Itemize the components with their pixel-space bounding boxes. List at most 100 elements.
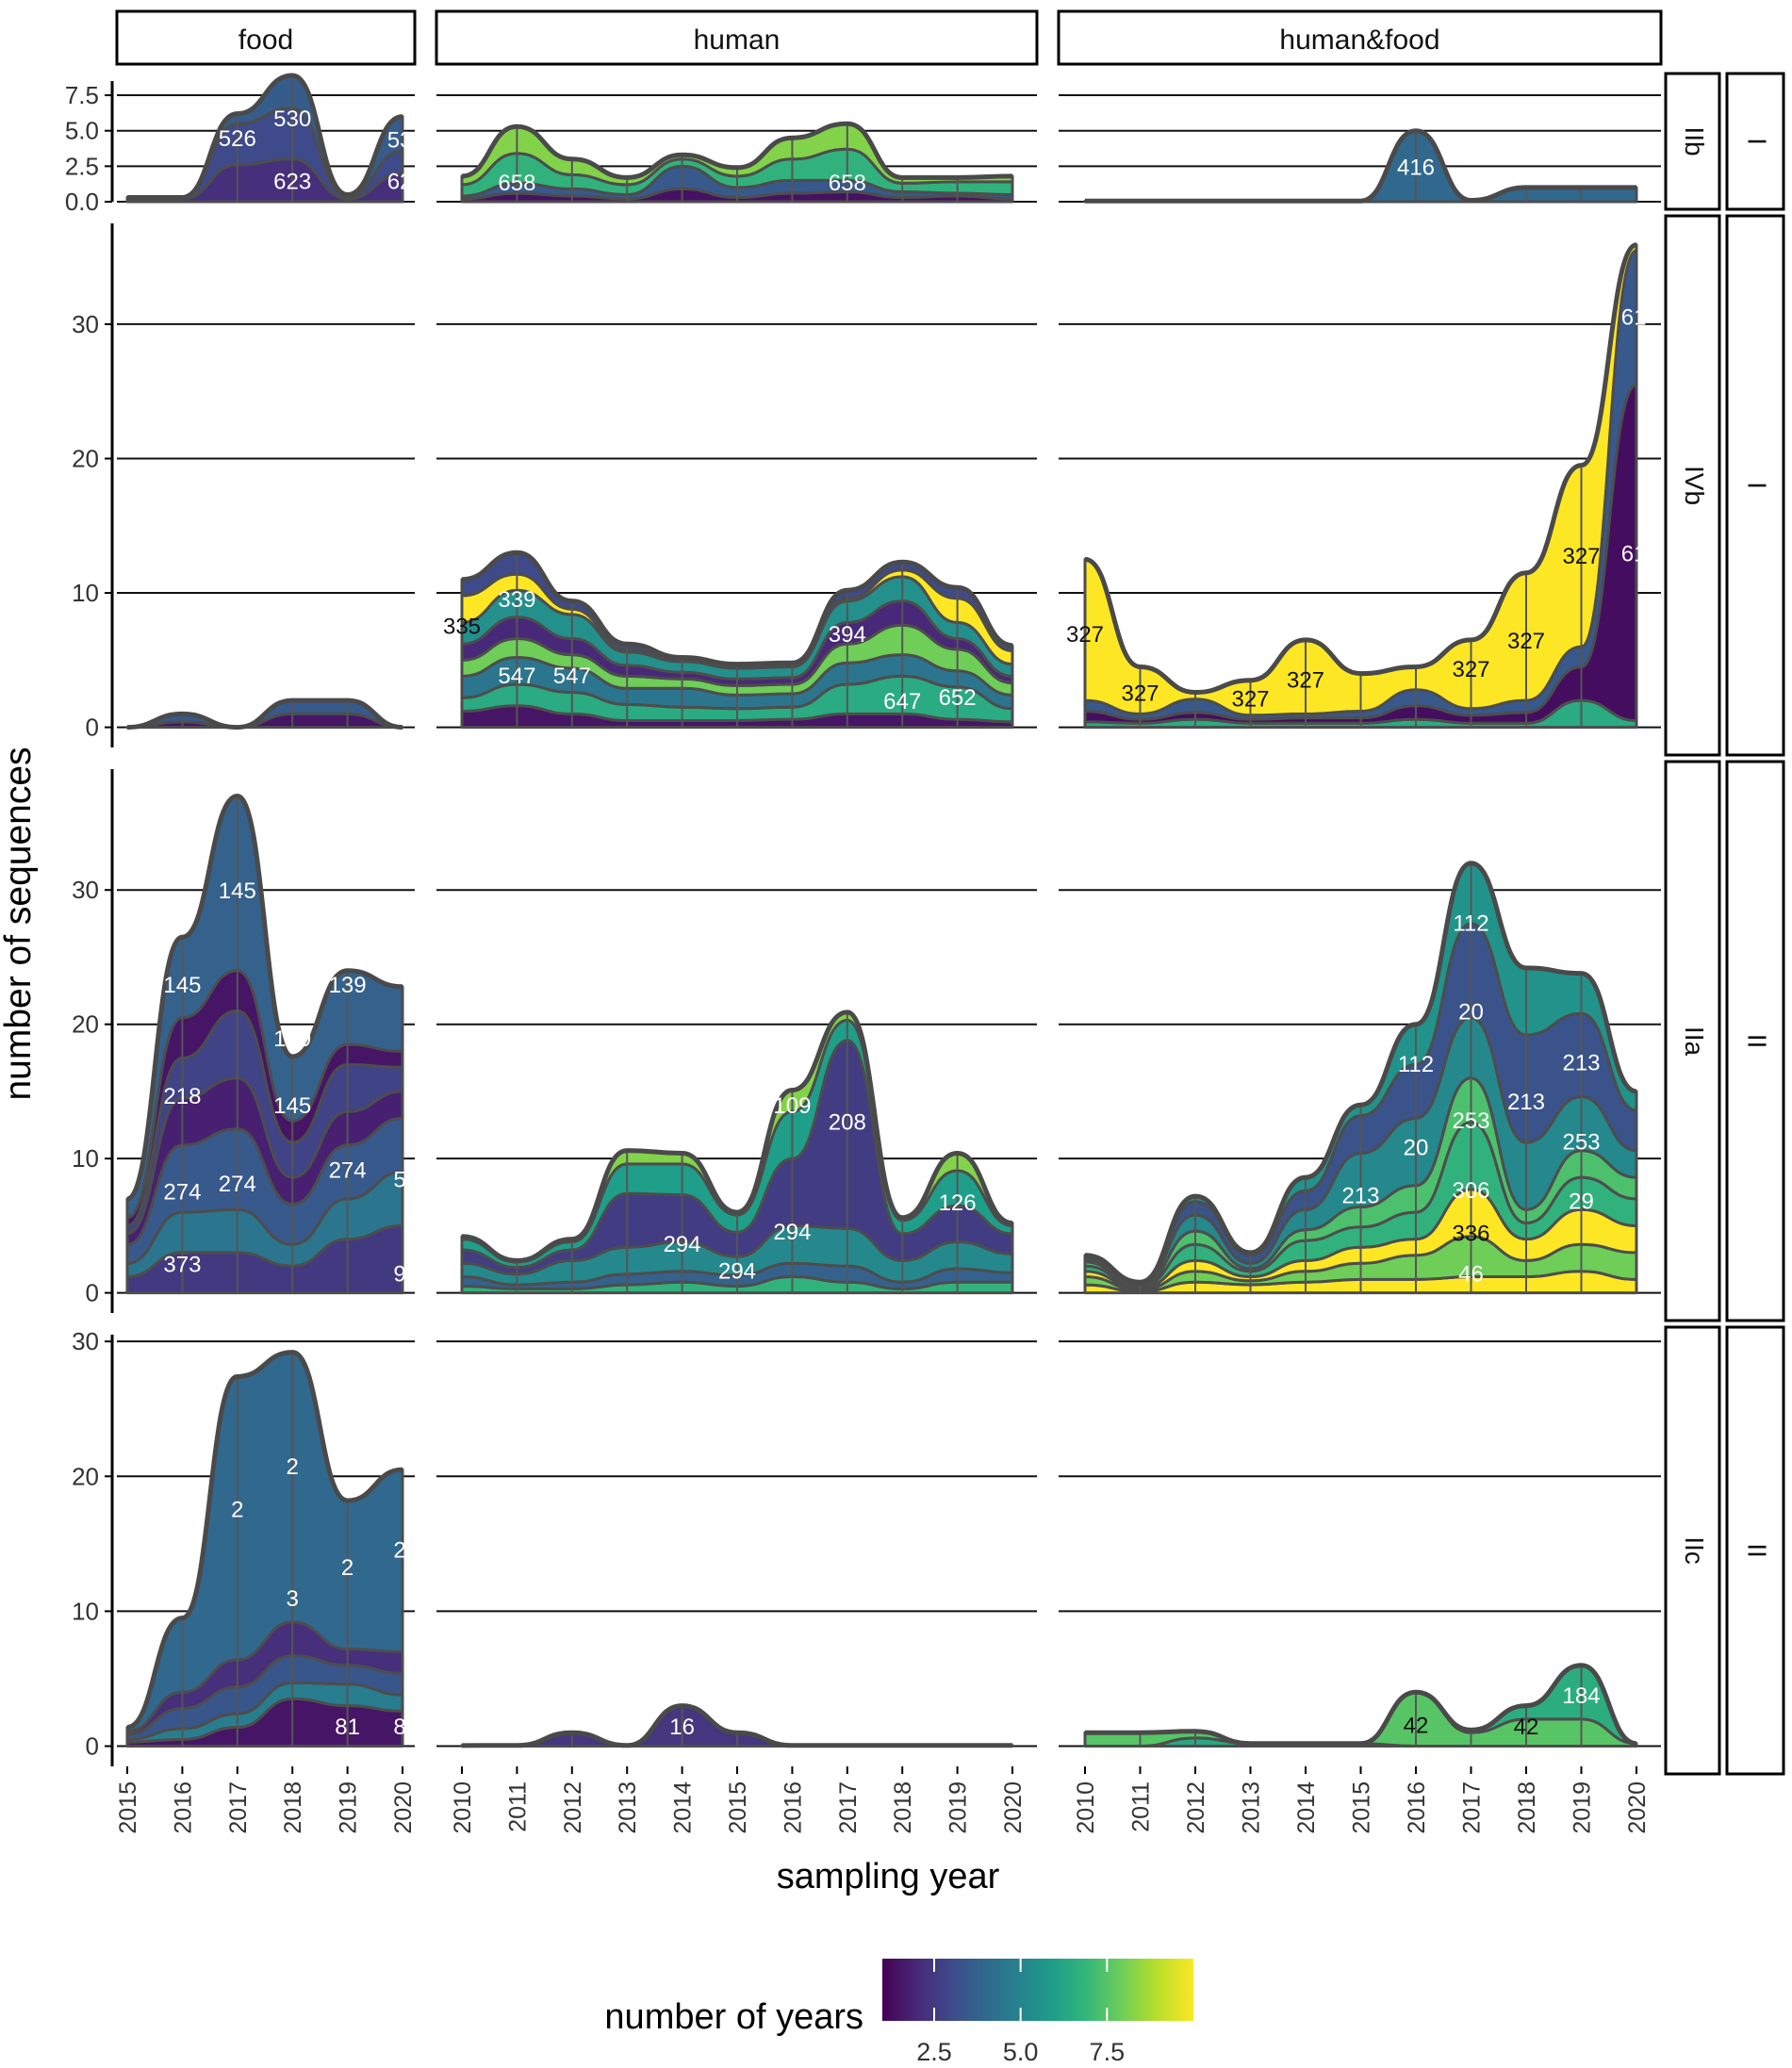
data-label: 139	[273, 1026, 311, 1052]
stream-outline	[125, 793, 403, 1202]
panel-IVb-human: 335 339 547 547 394 647 652	[436, 322, 1037, 730]
x-tick-label: 2010	[1073, 1781, 1099, 1834]
stream-outline	[461, 121, 1013, 180]
data-label: 253	[1562, 1130, 1600, 1156]
panel-IVb-human&food: 327 327 327 327 327 327 327 61 61	[1059, 242, 1661, 730]
year-lines	[1139, 1665, 1583, 1747]
data-label: 208	[829, 1109, 866, 1135]
x-tick-label: 2017	[835, 1781, 862, 1834]
panel-IIb-food: 526 530 623 53 62	[117, 73, 415, 204]
stream-series-4	[1083, 243, 1638, 717]
data-label: 8	[393, 1715, 405, 1740]
x-tick-label: 2011	[1128, 1781, 1155, 1832]
year-lines	[1139, 465, 1583, 728]
y-tick-label: 7.5	[65, 81, 99, 109]
lineage-strip-label: I	[1743, 482, 1772, 489]
year-lines	[516, 552, 959, 728]
y-tick-label: 20	[72, 1010, 99, 1039]
y-tick-label: 10	[72, 1144, 99, 1173]
data-label: 658	[498, 171, 535, 196]
stream-outline	[461, 550, 1013, 667]
year-lines	[516, 1011, 959, 1293]
y-tick-label: 10	[72, 1597, 99, 1625]
panel-IIb-human: 658 658	[436, 94, 1037, 204]
data-label: 336	[1452, 1222, 1489, 1247]
panel-IIa-human: 109 208 126 294 294 294	[436, 889, 1037, 1295]
data-label: 2	[231, 1498, 243, 1523]
data-label: 327	[1507, 629, 1545, 654]
x-tick-label: 2017	[1459, 1781, 1486, 1834]
x-tick-label: 2020	[390, 1781, 417, 1834]
strips-layer: food human human&food IIb I IVb I IIa II IIc II	[115, 9, 1785, 1776]
legend-title: number of years	[604, 1997, 863, 2037]
subgroup-strip-box	[1664, 214, 1721, 757]
subgroup-strip-label: IIa	[1680, 1026, 1709, 1057]
x-tick-label: 2011	[504, 1781, 531, 1832]
data-label: 394	[829, 622, 866, 648]
year-lines	[236, 74, 294, 202]
legend-tick-label: 5.0	[1003, 2038, 1039, 2066]
x-tick-label: 2018	[890, 1781, 916, 1834]
x-tick-label: 2018	[1514, 1781, 1540, 1834]
x-axis-human: 2010 2011 2012 2013 2014 2015 2016 2017 2018 2019…	[450, 1766, 1027, 1834]
legend-tick-label: 7.5	[1090, 2038, 1126, 2066]
series-group	[1083, 243, 1638, 730]
row-strip-IIb: IIb I	[1664, 72, 1785, 211]
y-tick-label: 30	[72, 310, 99, 338]
column-strip-food: food	[115, 9, 417, 66]
year-lines	[1139, 862, 1583, 1293]
data-label: 294	[773, 1220, 811, 1245]
row-strip-IIc: IIc II	[1664, 1325, 1785, 1776]
data-label: 526	[219, 126, 256, 152]
x-axis-food: 2015 2016 2017 2018 2019 2020	[115, 1766, 417, 1834]
legend-ticks: 2.5 5.0 7.5	[916, 1959, 1125, 2066]
data-label: 2	[393, 1538, 405, 1564]
data-label: 46	[1458, 1261, 1484, 1287]
data-label: 416	[1397, 155, 1435, 180]
y-tick-label: 2.5	[65, 152, 99, 180]
data-label: 42	[1404, 1714, 1429, 1739]
stream-outline	[1084, 128, 1636, 204]
panel-IIc-human&food: 42 42 184	[1059, 1340, 1661, 1748]
column-strip-human: human	[435, 9, 1039, 66]
data-label: 294	[664, 1232, 701, 1257]
panel-IIb-human&food: 416	[1059, 94, 1661, 204]
subgroup-strip-label: IIb	[1680, 126, 1709, 156]
stream-outline	[126, 73, 403, 201]
data-label: 335	[443, 614, 481, 639]
data-label: 623	[273, 169, 311, 194]
year-lines	[516, 123, 959, 202]
y-axis-IIc: 0 10 20 30	[72, 1327, 114, 1766]
y-tick-label: 30	[72, 876, 99, 904]
stream-outline	[1084, 861, 1637, 1285]
data-label: 29	[1569, 1189, 1594, 1214]
legend-colorbar	[882, 1959, 1193, 2021]
x-tick-label: 2016	[1404, 1781, 1430, 1834]
y-tick-label: 0.0	[65, 188, 99, 216]
data-label: 2	[341, 1555, 353, 1581]
data-label: 61	[1621, 541, 1647, 566]
data-label: 547	[553, 664, 591, 689]
data-label: 327	[1287, 667, 1324, 693]
data-label: 274	[163, 1179, 201, 1205]
data-label: 109	[773, 1093, 811, 1119]
lineage-strip-box	[1725, 1325, 1785, 1776]
data-label: 20	[1458, 999, 1484, 1025]
x-axis-human&food: 2010 2011 2012 2013 2014 2015 2016 2017 2018 2019…	[1073, 1766, 1651, 1834]
year-lines	[1415, 130, 1583, 202]
row-strip-IIa: IIa II	[1664, 760, 1785, 1322]
data-label: 62	[387, 169, 413, 194]
data-label: 5	[393, 1168, 405, 1193]
lineage-strip-box	[1725, 760, 1785, 1322]
data-label: 306	[1452, 1178, 1489, 1204]
x-tick-label: 2020	[1624, 1781, 1651, 1834]
column-strip-human&food: human&food	[1057, 9, 1663, 66]
x-tick-label: 2013	[615, 1781, 641, 1834]
y-tick-label: 20	[72, 444, 99, 472]
stream-outline	[1084, 242, 1637, 696]
stream-outline	[461, 1703, 1012, 1748]
y-axis-title: number of sequences	[0, 747, 39, 1100]
y-tick-label: 0	[86, 1732, 99, 1761]
x-tick-label: 2013	[1239, 1781, 1265, 1834]
